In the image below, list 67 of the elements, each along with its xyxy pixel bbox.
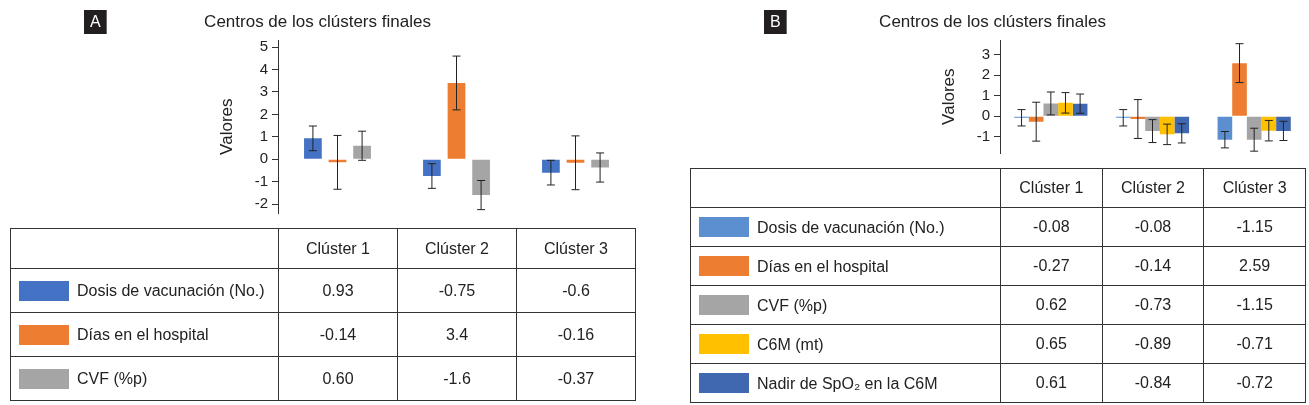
data-label: -1.6 — [397, 356, 517, 401]
y-tick-label: 2 — [981, 65, 990, 83]
y-tick-label: 1 — [981, 85, 990, 103]
y-axis-title: Valores — [217, 98, 237, 155]
y-tick-label: -1 — [976, 126, 990, 144]
bar — [1276, 116, 1291, 131]
legend-label: CVF (%p) — [757, 296, 828, 314]
y-tick-label: 1 — [259, 126, 268, 144]
legend-label: Nadir de SpO₂ en la C6M — [757, 374, 938, 392]
data-label: -0.08 — [1000, 207, 1103, 247]
legend-label: CVF (%p) — [77, 370, 148, 387]
data-label: -0.75 — [397, 268, 517, 313]
data-label: -0.16 — [516, 312, 636, 357]
legend-label: Dosis de vacunación (No.) — [77, 282, 265, 299]
legend-label: C6M (mt) — [757, 335, 824, 353]
data-label: -0.71 — [1203, 324, 1306, 364]
data-label: -0.6 — [516, 268, 636, 313]
y-tick-label: 5 — [259, 37, 268, 55]
data-label: -0.89 — [1102, 324, 1204, 364]
y-tick-label: 0 — [259, 149, 268, 167]
y-tick-label: -1 — [254, 171, 268, 189]
data-label: -0.27 — [1000, 246, 1103, 286]
legend-label: Días en el hospital — [77, 326, 209, 343]
y-tick-label: 2 — [259, 104, 268, 122]
data-label: -1.15 — [1203, 207, 1306, 247]
y-tick-label: 3 — [259, 82, 268, 100]
y-tick-label: 0 — [981, 106, 990, 124]
category-label: Clúster 1 — [305, 239, 371, 257]
y-tick-label: 3 — [981, 44, 990, 62]
category-label: Clúster 2 — [424, 239, 490, 257]
text: B — [770, 13, 781, 31]
legend-label: Días en el hospital — [757, 257, 889, 275]
data-label: -0.84 — [1102, 363, 1204, 403]
text: A — [90, 13, 101, 31]
bar — [1174, 116, 1190, 134]
data-label: 3.4 — [397, 312, 517, 357]
category-label: Clúster 3 — [1222, 179, 1287, 196]
data-label: -0.14 — [278, 312, 398, 357]
data-label: -0.14 — [1102, 246, 1204, 286]
data-label: -1.15 — [1203, 285, 1306, 325]
bar — [1261, 116, 1277, 131]
data-label: 0.93 — [278, 268, 398, 313]
chart-title: Centros de los clústers finales — [204, 11, 431, 31]
y-tick-label: 4 — [259, 59, 268, 77]
bar — [447, 82, 466, 159]
bar — [304, 138, 322, 159]
category-label: Clúster 3 — [543, 239, 609, 257]
bar — [1145, 116, 1160, 132]
y-tick-label: -2 — [254, 194, 268, 212]
bar — [472, 159, 490, 196]
data-label: -0.08 — [1102, 207, 1204, 247]
y-axis-title: Valores — [939, 68, 959, 125]
data-label: 0.61 — [1000, 363, 1103, 403]
legend-label: Dosis de vacunación (No.) — [757, 218, 945, 236]
chart-title: Centros de los clústers finales — [879, 11, 1106, 31]
bar — [1232, 63, 1247, 116]
data-label: -0.72 — [1203, 363, 1306, 403]
category-label: Clúster 1 — [1019, 179, 1084, 196]
data-label: -0.37 — [516, 356, 636, 401]
category-label: Clúster 2 — [1120, 179, 1185, 196]
data-label: 0.60 — [278, 356, 398, 401]
data-label: -0.73 — [1102, 285, 1204, 325]
data-label: 0.65 — [1000, 324, 1103, 364]
bar — [1028, 116, 1044, 122]
data-label: 2.59 — [1203, 246, 1306, 286]
bar — [1246, 116, 1262, 140]
data-label: 0.62 — [1000, 285, 1103, 325]
